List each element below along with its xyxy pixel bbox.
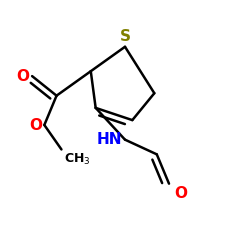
- Text: CH$_3$: CH$_3$: [64, 152, 90, 167]
- Text: S: S: [120, 29, 130, 44]
- Text: O: O: [29, 118, 42, 132]
- Text: O: O: [174, 186, 187, 201]
- Text: HN: HN: [97, 132, 122, 147]
- Text: O: O: [17, 68, 30, 84]
